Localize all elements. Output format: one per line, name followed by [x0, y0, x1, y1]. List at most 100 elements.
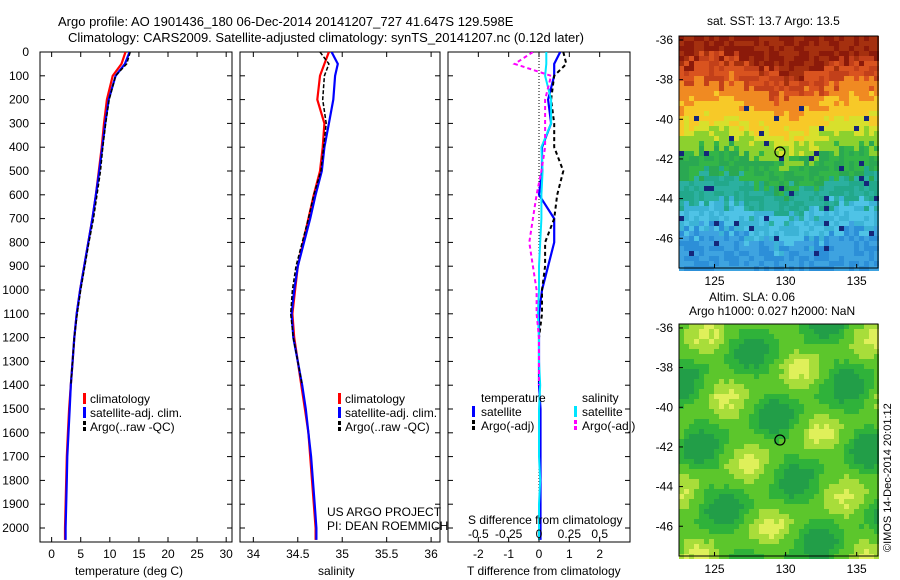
map-cell: [704, 399, 709, 404]
map-cell: [799, 419, 804, 424]
map-cell: [829, 394, 834, 399]
map-cell: [679, 46, 684, 51]
map-cell: [834, 439, 839, 444]
map-cell: [874, 161, 879, 166]
map-cell: [734, 171, 739, 176]
map-cell: [709, 354, 714, 359]
map-cell: [719, 46, 724, 51]
map-cell: [849, 166, 854, 171]
map-cell: [679, 399, 684, 404]
map-cell: [719, 131, 724, 136]
map-cell: [729, 514, 734, 519]
map-cell: [724, 76, 729, 81]
map-cell: [679, 419, 684, 424]
map-cell: [859, 414, 864, 419]
map-cell: [834, 434, 839, 439]
map-cell: [804, 549, 809, 554]
map-cell: [739, 429, 744, 434]
map-cell: [744, 121, 749, 126]
map-cell: [704, 509, 709, 514]
map-cell: [869, 166, 874, 171]
map-cell: [689, 191, 694, 196]
map-cell: [814, 51, 819, 56]
map-cell: [709, 201, 714, 206]
map-cell: [784, 81, 789, 86]
map-cell: [749, 261, 754, 266]
map-cell: [789, 256, 794, 261]
map-cell: [809, 344, 814, 349]
map-cell: [839, 509, 844, 514]
map-cell: [704, 46, 709, 51]
map-cell: [809, 499, 814, 504]
map-cell: [824, 469, 829, 474]
map-cell: [824, 71, 829, 76]
map-cell: [774, 414, 779, 419]
map-cell: [839, 251, 844, 256]
map-cell: [814, 494, 819, 499]
map-cell: [744, 36, 749, 41]
map-cell: [809, 176, 814, 181]
map-cell: [699, 524, 704, 529]
map-cell: [869, 489, 874, 494]
map-cell: [774, 424, 779, 429]
map-cell: [804, 36, 809, 41]
map-cell: [759, 146, 764, 151]
map-cell: [749, 41, 754, 46]
map-cell: [804, 196, 809, 201]
map-cell: [864, 359, 869, 364]
map-cell: [744, 399, 749, 404]
map-cell: [809, 414, 814, 419]
map-cell: [849, 156, 854, 161]
map-cell: [869, 56, 874, 61]
map-cell: [844, 121, 849, 126]
map-cell: [874, 61, 879, 66]
map-cell: [764, 141, 769, 146]
map-cell: [704, 534, 709, 539]
map-cell: [834, 201, 839, 206]
map-cell: [859, 211, 864, 216]
map-cell: [694, 389, 699, 394]
map-cell: [774, 231, 779, 236]
map-cell: [739, 91, 744, 96]
map-cell: [834, 424, 839, 429]
map-cell: [709, 504, 714, 509]
map-cell: [699, 151, 704, 156]
map-cell: [834, 494, 839, 499]
map-cell: [734, 339, 739, 344]
map-cell: [749, 469, 754, 474]
map-cell: [789, 474, 794, 479]
map-cell: [724, 126, 729, 131]
map-cell: [849, 394, 854, 399]
map-cell: [839, 156, 844, 161]
map-cell: [799, 126, 804, 131]
map-cell: [689, 141, 694, 146]
map-cell: [754, 176, 759, 181]
map-cell: [729, 186, 734, 191]
map-cell: [824, 439, 829, 444]
map-cell: [804, 484, 809, 489]
map-cell: [784, 354, 789, 359]
map-cell: [704, 181, 709, 186]
map-cell: [874, 409, 879, 414]
map-cell: [729, 181, 734, 186]
map-cell: [809, 324, 814, 329]
map-cell: [769, 61, 774, 66]
map-cell: [874, 344, 879, 349]
map-cell: [724, 141, 729, 146]
map-cell: [769, 444, 774, 449]
map-cell: [874, 489, 879, 494]
map-cell: [739, 499, 744, 504]
map-cell: [799, 156, 804, 161]
map-cell: [849, 489, 854, 494]
map-cell: [789, 364, 794, 369]
map-cell: [759, 41, 764, 46]
map-cell: [839, 364, 844, 369]
map-cell: [864, 111, 869, 116]
map-cell: [839, 81, 844, 86]
map-cell: [769, 236, 774, 241]
map-cell: [864, 474, 869, 479]
map-cell: [724, 539, 729, 544]
map-cell: [719, 171, 724, 176]
map-cell: [799, 349, 804, 354]
temperature-argo-line: [70, 52, 131, 386]
